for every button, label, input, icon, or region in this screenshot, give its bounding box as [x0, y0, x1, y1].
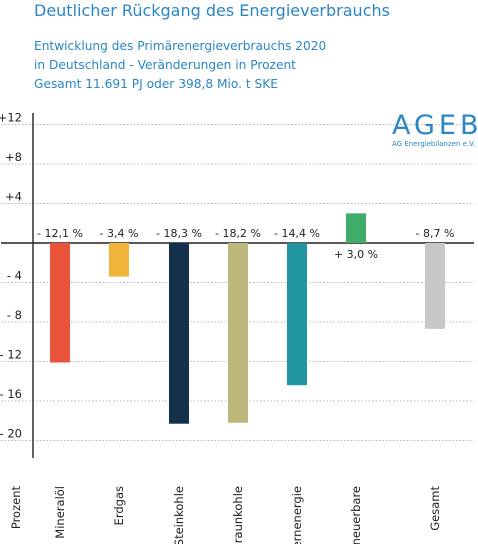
y-tick-label: - 8: [7, 308, 22, 322]
ageb-logo: AGEB AG Energiebilanzen e.V.: [392, 112, 476, 148]
category-label: Braunkohle: [231, 486, 245, 544]
y-tick-label: - 16: [0, 387, 22, 401]
category-label: Gesamt: [428, 486, 442, 531]
bar-0: [50, 243, 70, 362]
bar-4: [287, 243, 307, 385]
value-label: - 14,4 %: [274, 227, 320, 240]
value-label: - 3,4 %: [100, 227, 139, 240]
y-tick-label: - 20: [0, 427, 22, 441]
logo-subtitle: AG Energiebilanzen e.V.: [392, 140, 476, 148]
bar-2: [169, 243, 189, 424]
y-tick-label: - 12: [0, 348, 22, 362]
bar-3: [228, 243, 248, 423]
category-label: Kernenergie: [290, 486, 304, 544]
y-tick-label: +4: [5, 190, 22, 204]
value-label: - 18,2 %: [215, 227, 261, 240]
category-label: Steinkohle: [172, 486, 186, 544]
value-label: - 18,3 %: [156, 227, 202, 240]
category-label: Mineralöl: [53, 486, 67, 539]
bar-1: [109, 243, 129, 277]
bar-5: [346, 213, 366, 243]
y-tick-label: - 4: [7, 269, 22, 283]
value-label: + 3,0 %: [334, 248, 378, 261]
value-label: - 12,1 %: [37, 227, 83, 240]
bar-6: [425, 243, 445, 329]
category-label: Erdgas: [112, 486, 126, 525]
logo-name: AGEB: [392, 112, 476, 140]
y-axis-label: Prozent: [9, 486, 23, 530]
category-label: Erneuerbare: [349, 486, 363, 544]
value-label: - 8,7 %: [416, 227, 455, 240]
y-tick-label: +12: [0, 111, 22, 125]
y-tick-label: +8: [5, 150, 22, 164]
